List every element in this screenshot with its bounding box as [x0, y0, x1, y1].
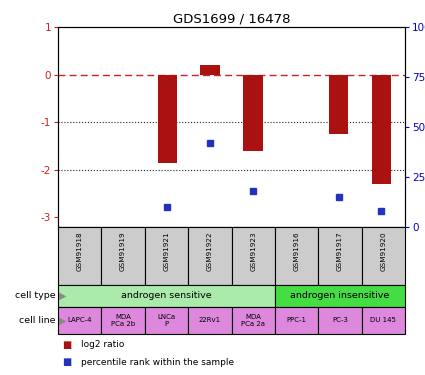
Text: MDA
PCa 2a: MDA PCa 2a: [241, 314, 265, 327]
Text: 22Rv1: 22Rv1: [199, 318, 221, 324]
Text: PPC-1: PPC-1: [286, 318, 306, 324]
Text: ▶: ▶: [59, 291, 66, 301]
Text: GSM91923: GSM91923: [250, 232, 256, 271]
Text: GSM91922: GSM91922: [207, 232, 213, 271]
Text: ■: ■: [62, 340, 71, 350]
Bar: [372, 75, 391, 184]
Title: GDS1699 / 16478: GDS1699 / 16478: [173, 13, 290, 26]
Bar: [188, 227, 232, 285]
Bar: [362, 227, 405, 285]
Text: GSM91921: GSM91921: [164, 232, 170, 271]
Bar: [158, 75, 177, 163]
Text: GSM91917: GSM91917: [337, 232, 343, 271]
Text: ■: ■: [62, 357, 71, 368]
Bar: [232, 307, 275, 334]
Bar: [58, 307, 102, 334]
Bar: [275, 285, 405, 307]
Text: LAPC-4: LAPC-4: [68, 318, 92, 324]
Bar: [145, 227, 188, 285]
Text: androgen insensitive: androgen insensitive: [290, 291, 390, 300]
Text: GSM91919: GSM91919: [120, 232, 126, 271]
Text: log2 ratio: log2 ratio: [81, 340, 125, 349]
Bar: [58, 285, 275, 307]
Text: GSM91918: GSM91918: [76, 232, 83, 271]
Bar: [102, 227, 145, 285]
Text: GSM91916: GSM91916: [294, 232, 300, 271]
Text: ▶: ▶: [59, 315, 66, 326]
Text: androgen sensitive: androgen sensitive: [121, 291, 212, 300]
Bar: [58, 227, 102, 285]
Bar: [201, 65, 220, 75]
Text: percentile rank within the sample: percentile rank within the sample: [81, 358, 235, 367]
Bar: [102, 307, 145, 334]
Bar: [275, 227, 318, 285]
Text: cell type: cell type: [15, 291, 56, 300]
Bar: [318, 307, 362, 334]
Bar: [362, 307, 405, 334]
Text: LNCa
P: LNCa P: [157, 314, 176, 327]
Text: PC-3: PC-3: [332, 318, 348, 324]
Bar: [329, 75, 348, 134]
Text: DU 145: DU 145: [370, 318, 396, 324]
Bar: [243, 75, 263, 151]
Bar: [145, 307, 188, 334]
Bar: [318, 227, 362, 285]
Text: MDA
PCa 2b: MDA PCa 2b: [111, 314, 135, 327]
Bar: [232, 227, 275, 285]
Text: cell line: cell line: [20, 316, 56, 325]
Bar: [275, 307, 318, 334]
Text: GSM91920: GSM91920: [380, 232, 386, 271]
Bar: [188, 307, 232, 334]
